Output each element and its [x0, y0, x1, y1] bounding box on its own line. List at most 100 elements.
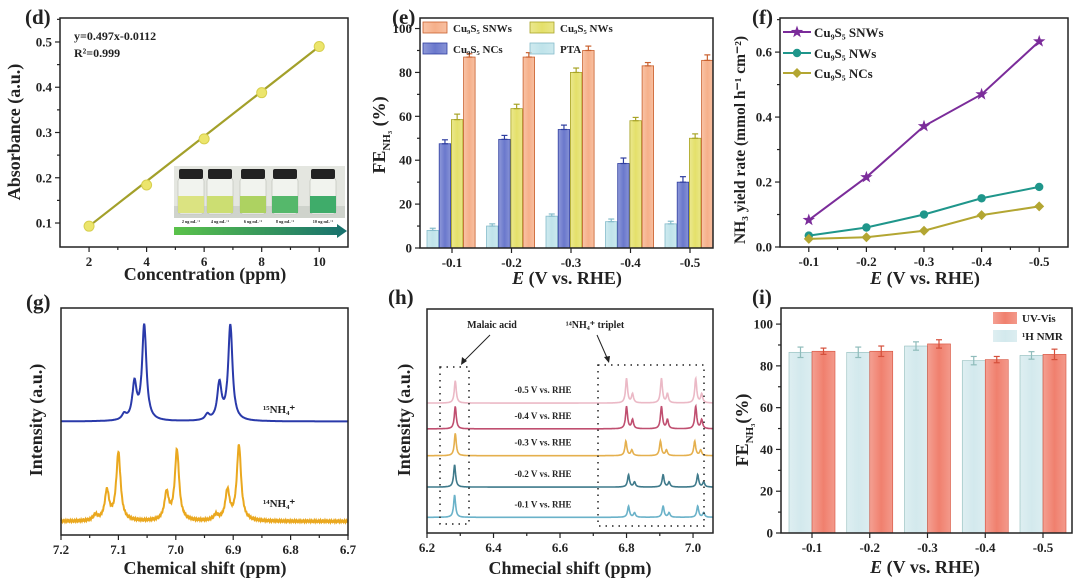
spectrum-label: -0.2 V vs. RHE	[515, 469, 572, 479]
legend-swatch	[993, 330, 1017, 342]
star-marker	[860, 170, 873, 183]
x-tick-label: -0.2	[501, 255, 522, 270]
panel-d: (d) 2 ug mL⁻¹ 4 ug mL⁻¹ 6 ug mL⁻¹ 8 ug mL⁻¹ 1…	[4, 5, 349, 285]
bar	[463, 56, 476, 249]
x-tick-label: 6.8	[282, 542, 299, 557]
x-tick-label: -0.4	[620, 255, 641, 270]
legend-label: Cu₉S₅ NCs	[814, 66, 873, 81]
x-tick-label: 8	[258, 254, 265, 269]
x-axis-unit: (V vs. RHE)	[524, 268, 622, 289]
bar	[510, 108, 523, 249]
x-tick-label: 7.1	[110, 542, 126, 557]
vial-label: 6 ug mL⁻¹	[244, 219, 263, 224]
x-tick-label: 6.6	[552, 540, 569, 555]
bar	[1042, 354, 1067, 534]
x-axis-variable: E	[869, 557, 882, 577]
diamond-marker	[792, 68, 802, 78]
nmr-spectrum	[427, 494, 713, 519]
vial-cap	[208, 169, 232, 179]
y-axis-unit: (%)	[732, 394, 753, 424]
concentration-arrow	[174, 224, 347, 238]
spectrum-label: -0.4 V vs. RHE	[515, 411, 572, 421]
panel-label: (h)	[388, 285, 414, 309]
x-tick-label: -0.2	[859, 540, 880, 555]
y-tick-label: 100	[754, 317, 774, 332]
bar	[689, 137, 702, 249]
y-axis-label: FENH₃(%)	[732, 394, 756, 467]
bar	[811, 350, 836, 534]
triplet-box	[597, 364, 705, 527]
y-tick-label: 80	[399, 65, 412, 80]
legend-label: Cu₉S₅ SNWs	[814, 25, 884, 40]
y-axis-subscript: NH₃	[744, 423, 756, 444]
x-axis-unit: (V vs. RHE)	[882, 268, 980, 289]
vial-liquid	[207, 196, 233, 213]
y-axis-label: FENH₃ (%)	[369, 96, 393, 173]
vial-liquid	[272, 196, 298, 213]
bar	[438, 143, 452, 249]
circle-marker	[919, 210, 929, 219]
panel-g: (g) ¹⁵NH₄⁺ ¹⁴NH₄⁺ 7.2 7.1 7.0 6.9 6.8 6.7 Chemica…	[26, 290, 357, 578]
bar	[450, 119, 464, 249]
annotation-arrow	[462, 334, 491, 363]
y-axis-unit: (%)	[369, 96, 390, 131]
bar	[984, 359, 1009, 534]
vial-liquid	[178, 196, 204, 213]
x-tick-label: -0.5	[1029, 254, 1050, 269]
vial-label: 2 ug mL⁻¹	[182, 219, 201, 224]
legend-label: Cu₉S₅ NWs	[560, 23, 613, 35]
legend-label: Cu₉S₅ SNWs	[453, 23, 513, 35]
data-point	[313, 41, 325, 53]
legend-swatch	[993, 312, 1017, 324]
x-tick-label: -0.3	[914, 254, 935, 269]
x-tick-label: -0.1	[442, 255, 463, 270]
x-axis-label: Concentration (ppm)	[124, 264, 287, 285]
bar	[676, 181, 690, 249]
vial-label: 8 ug mL⁻¹	[276, 219, 295, 224]
bar	[927, 343, 951, 534]
bar	[788, 351, 813, 534]
x-tick-label: 6	[201, 254, 208, 269]
x-axis-label: Chemical shift (ppm)	[124, 558, 287, 578]
bar	[557, 129, 571, 249]
malaic-acid-box	[439, 366, 470, 525]
x-tick-label: -0.1	[799, 254, 820, 269]
y-tick-label: 0.2	[36, 170, 52, 185]
nmr-spectrum	[427, 375, 713, 404]
plot-frame	[780, 307, 1073, 534]
y-tick-label: 0.0	[756, 240, 772, 255]
plot-frame	[419, 17, 714, 249]
y-tick-label: 0.4	[756, 110, 773, 125]
bar	[641, 65, 654, 249]
spectrum-label: -0.5 V vs. RHE	[515, 385, 572, 395]
legend-label: PTA	[560, 44, 581, 56]
x-tick-label: -0.5	[680, 255, 701, 270]
malaic-acid-annotation: Malaic acid	[467, 320, 517, 331]
panel-e: (e) -0.1 -0.2 -0.3 -0.4 -0.5 0 20 40 60 80 100 Cu₉S₅…	[369, 5, 714, 289]
vial-cap	[179, 169, 203, 179]
vial-liquid	[310, 196, 336, 213]
r-squared-annotation: R²=0.999	[74, 46, 120, 60]
x-axis-label: E (V vs. RHE)	[869, 557, 980, 578]
panel-label: (g)	[26, 290, 51, 314]
x-tick-label: 6.8	[618, 540, 635, 555]
x-tick-label: 6.2	[419, 540, 435, 555]
data-point	[141, 179, 153, 191]
x-axis-variable: E	[869, 268, 882, 288]
bar	[522, 56, 535, 249]
vial-label: 10 ug mL⁻¹	[313, 219, 334, 224]
diamond-marker	[919, 225, 929, 236]
y-tick-label: 40	[399, 153, 412, 168]
plot-frame	[426, 308, 714, 534]
star-marker	[790, 25, 804, 38]
spectrum-label: ¹⁴NH₄⁺	[263, 498, 295, 510]
nmr-spectrum	[61, 323, 348, 423]
x-tick-label: 6.4	[485, 540, 502, 555]
spectrum-label: -0.3 V vs. RHE	[515, 438, 572, 448]
vial-liquid	[240, 196, 266, 213]
y-tick-label: 100	[393, 21, 413, 36]
nmr-spectrum	[427, 464, 713, 488]
panel-label: (f)	[752, 5, 773, 29]
y-axis-label: NH₃ yield rate (mmol h⁻¹ cm⁻²)	[732, 36, 749, 244]
